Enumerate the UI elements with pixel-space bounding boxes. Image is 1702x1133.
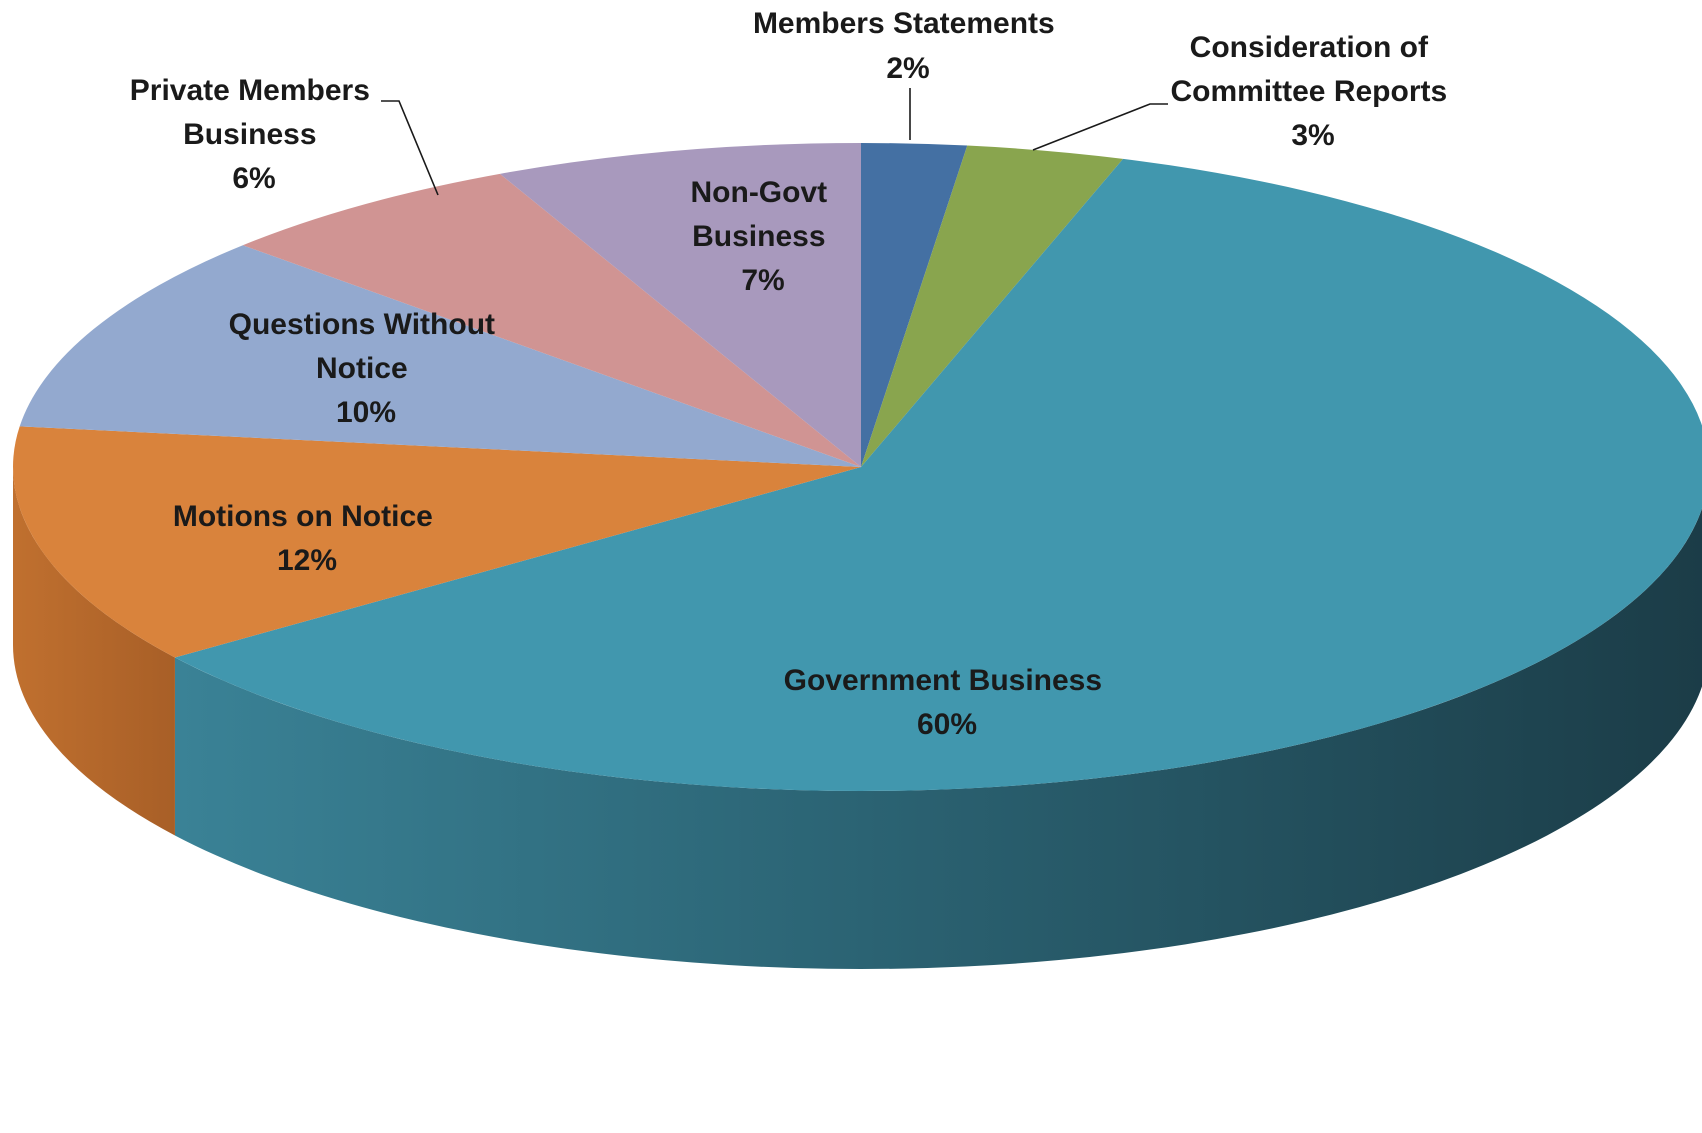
slice-private-members-business <box>242 173 862 467</box>
label-government-business: Government Business 60% <box>784 664 1111 741</box>
slice-motions-on-notice <box>12 426 861 658</box>
slice-non-govt-business <box>499 143 861 467</box>
pie-tops <box>12 143 1702 792</box>
label-members-statements: Members Statements 2% <box>753 7 1063 85</box>
leader-lines <box>381 88 1168 196</box>
leader-private-members-business <box>381 100 439 196</box>
slice-consideration-of-committee-reports <box>861 145 1124 467</box>
leader-consideration-committee-reports <box>1032 103 1168 151</box>
label-private-members-business: Private Members Business 6% <box>130 74 378 195</box>
slice-questions-without-notice <box>19 245 862 467</box>
label-questions-without-notice: Questions Without Notice 10% <box>229 308 504 429</box>
slice-members-statements <box>861 143 968 467</box>
slice-side-government-business <box>174 508 1702 969</box>
label-motions-on-notice: Motions on Notice 12% <box>173 500 441 577</box>
label-non-govt-business: Non-Govt Business 7% <box>691 176 836 297</box>
pie-sides <box>13 467 1702 969</box>
label-consideration-committee-reports: Consideration of Committee Reports 3% <box>1170 31 1455 152</box>
slice-side-motions-on-notice <box>13 467 175 836</box>
slice-government-business <box>174 158 1702 792</box>
